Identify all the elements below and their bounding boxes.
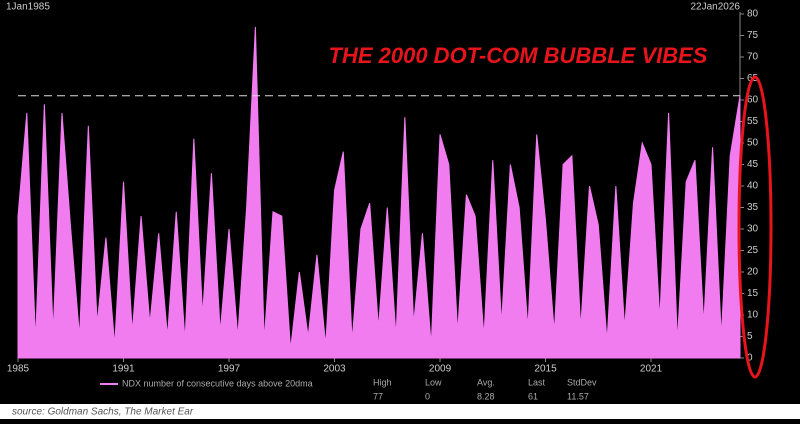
y-tick-label: 0 (747, 353, 753, 364)
y-tick-label: 5 (747, 331, 753, 342)
x-tick-label: 1997 (218, 364, 241, 375)
legend-label: NDX number of consecutive days above 20d… (122, 378, 313, 388)
y-tick-label: 50 (747, 138, 759, 149)
y-tick-label: 60 (747, 95, 759, 106)
x-tick-label: 1985 (7, 364, 30, 375)
x-tick-label: 2009 (429, 364, 452, 375)
y-tick-label: 25 (747, 245, 759, 256)
end-label: 22Jan2026 (691, 2, 741, 13)
x-tick-label: 2015 (534, 364, 557, 375)
x-tick-label: 2003 (323, 364, 346, 375)
highlight (737, 75, 773, 379)
x-tick-label: 2021 (640, 364, 663, 375)
y-tick-label: 45 (747, 159, 759, 170)
y-tick-label: 35 (747, 202, 759, 213)
y-tick-label: 70 (747, 52, 759, 63)
y-tick-label: 30 (747, 224, 759, 235)
start-label: 1Jan1985 (6, 2, 50, 13)
stat-header: Last (528, 377, 546, 387)
stat-value: 77 (373, 391, 383, 401)
stat-value: 0 (425, 391, 430, 401)
chart-title: THE 2000 DOT-COM BUBBLE VIBES (329, 43, 708, 68)
stat-value: 11.57 (567, 391, 589, 401)
stat-value: 8.28 (477, 391, 495, 401)
y-tick-label: 80 (747, 9, 759, 20)
y-tick-label: 15 (747, 288, 759, 299)
source-strip (0, 404, 800, 419)
stat-header: High (373, 377, 392, 387)
y-tick-label: 20 (747, 267, 759, 278)
stat-header: StdDev (567, 377, 597, 387)
stat-header: Avg. (477, 377, 495, 387)
stat-value: 61 (528, 391, 538, 401)
x-tick-label: 1991 (112, 364, 135, 375)
y-tick-label: 75 (747, 30, 759, 41)
source: source: Goldman Sachs, The Market Ear (12, 407, 194, 418)
y-tick-label: 10 (747, 310, 759, 321)
y-tick-label: 40 (747, 181, 759, 192)
area (17, 26, 741, 359)
y-tick-label: 55 (747, 116, 759, 127)
stat-header: Low (425, 377, 442, 387)
